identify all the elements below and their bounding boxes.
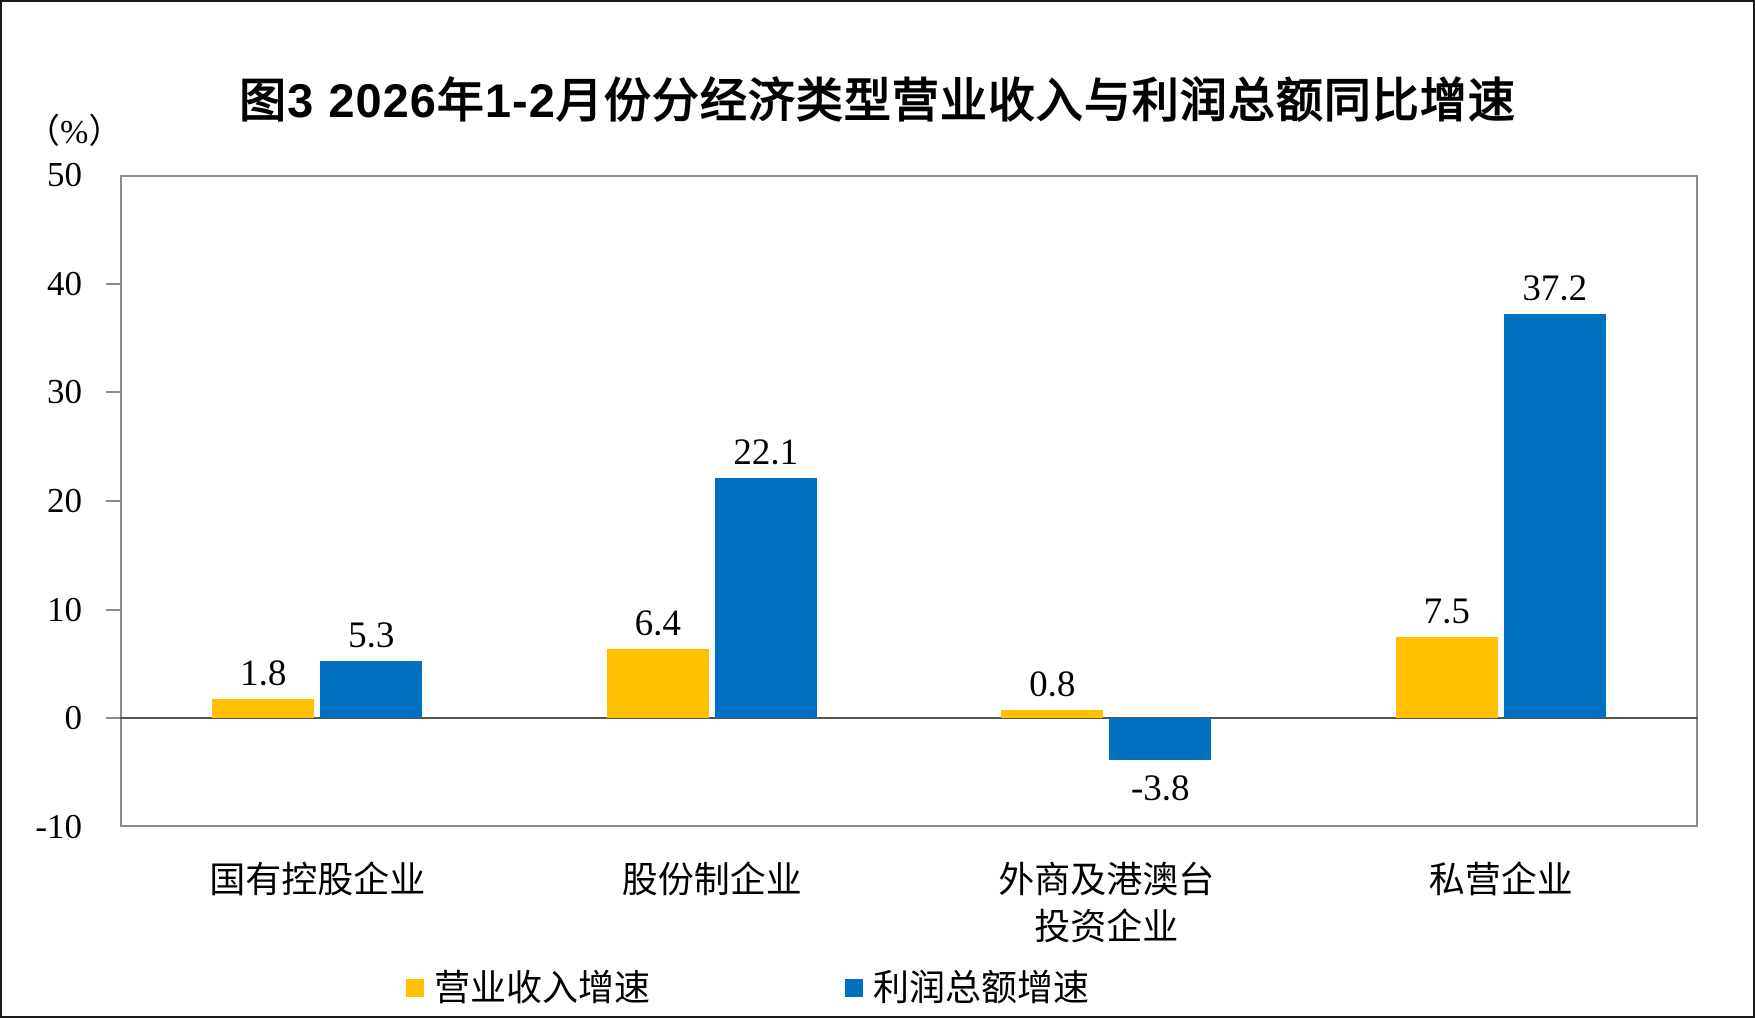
category-label: 私营企业: [1428, 860, 1573, 900]
bar-revenue-growth: [1001, 709, 1104, 719]
legend-swatch-revenue-icon: [406, 979, 424, 997]
category-label: 国有控股企业: [209, 860, 426, 900]
chart-title: 图3 2026年1-2月份分经济类型营业收入与利润总额同比增速: [239, 74, 1516, 127]
bar-profit-growth: [714, 478, 817, 719]
zero-axis-line: [120, 717, 1698, 720]
y-axis-tick-label: 30: [47, 372, 82, 412]
y-axis-tick-mark: [106, 717, 120, 720]
legend-item-profit-growth: 利润总额增速: [845, 966, 1089, 1010]
y-axis-tick-label: 50: [47, 155, 82, 194]
y-axis-tick-label: 40: [47, 263, 82, 303]
y-axis-tick-label: 0: [64, 698, 83, 738]
bar-revenue-growth: [1395, 636, 1498, 719]
y-axis-tick-mark: [106, 391, 120, 394]
bar-profit-growth: [1503, 314, 1606, 719]
y-axis-tick-label: 10: [47, 589, 82, 629]
bar-value-label: 0.8: [1029, 663, 1076, 705]
bar-value-label: 6.4: [634, 602, 681, 644]
y-axis-tick-mark: [106, 500, 120, 502]
bar-revenue-growth: [212, 698, 315, 719]
legend-label: 利润总额增速: [873, 968, 1090, 1008]
bar-value-label: -3.8: [1130, 767, 1190, 809]
y-axis-tick-mark: [106, 282, 120, 285]
y-axis-unit-label: （%）: [26, 114, 123, 151]
category-label: 股份制企业: [621, 860, 802, 900]
category-label: 外商及港澳台 投资企业: [998, 860, 1215, 947]
bar-value-label: 1.8: [240, 652, 287, 694]
bar-value-label: 22.1: [733, 432, 799, 474]
y-axis-tick-label: -10: [35, 807, 82, 846]
bar-revenue-growth: [606, 648, 709, 719]
legend-label: 营业收入增速: [434, 968, 651, 1008]
y-axis-tick-label: 20: [47, 481, 82, 520]
bar-profit-growth: [320, 660, 423, 719]
bar-profit-growth: [1109, 718, 1212, 760]
y-axis-tick-mark: [106, 608, 120, 611]
legend: 营业收入增速 利润总额增速: [406, 966, 1089, 1010]
legend-item-revenue-growth: 营业收入增速: [406, 966, 650, 1010]
bar-value-label: 7.5: [1423, 590, 1470, 632]
legend-swatch-profit-icon: [845, 979, 864, 997]
bar-value-label: 5.3: [348, 614, 395, 656]
bar-value-label: 37.2: [1522, 268, 1588, 310]
plot-area-border: [120, 175, 1698, 827]
